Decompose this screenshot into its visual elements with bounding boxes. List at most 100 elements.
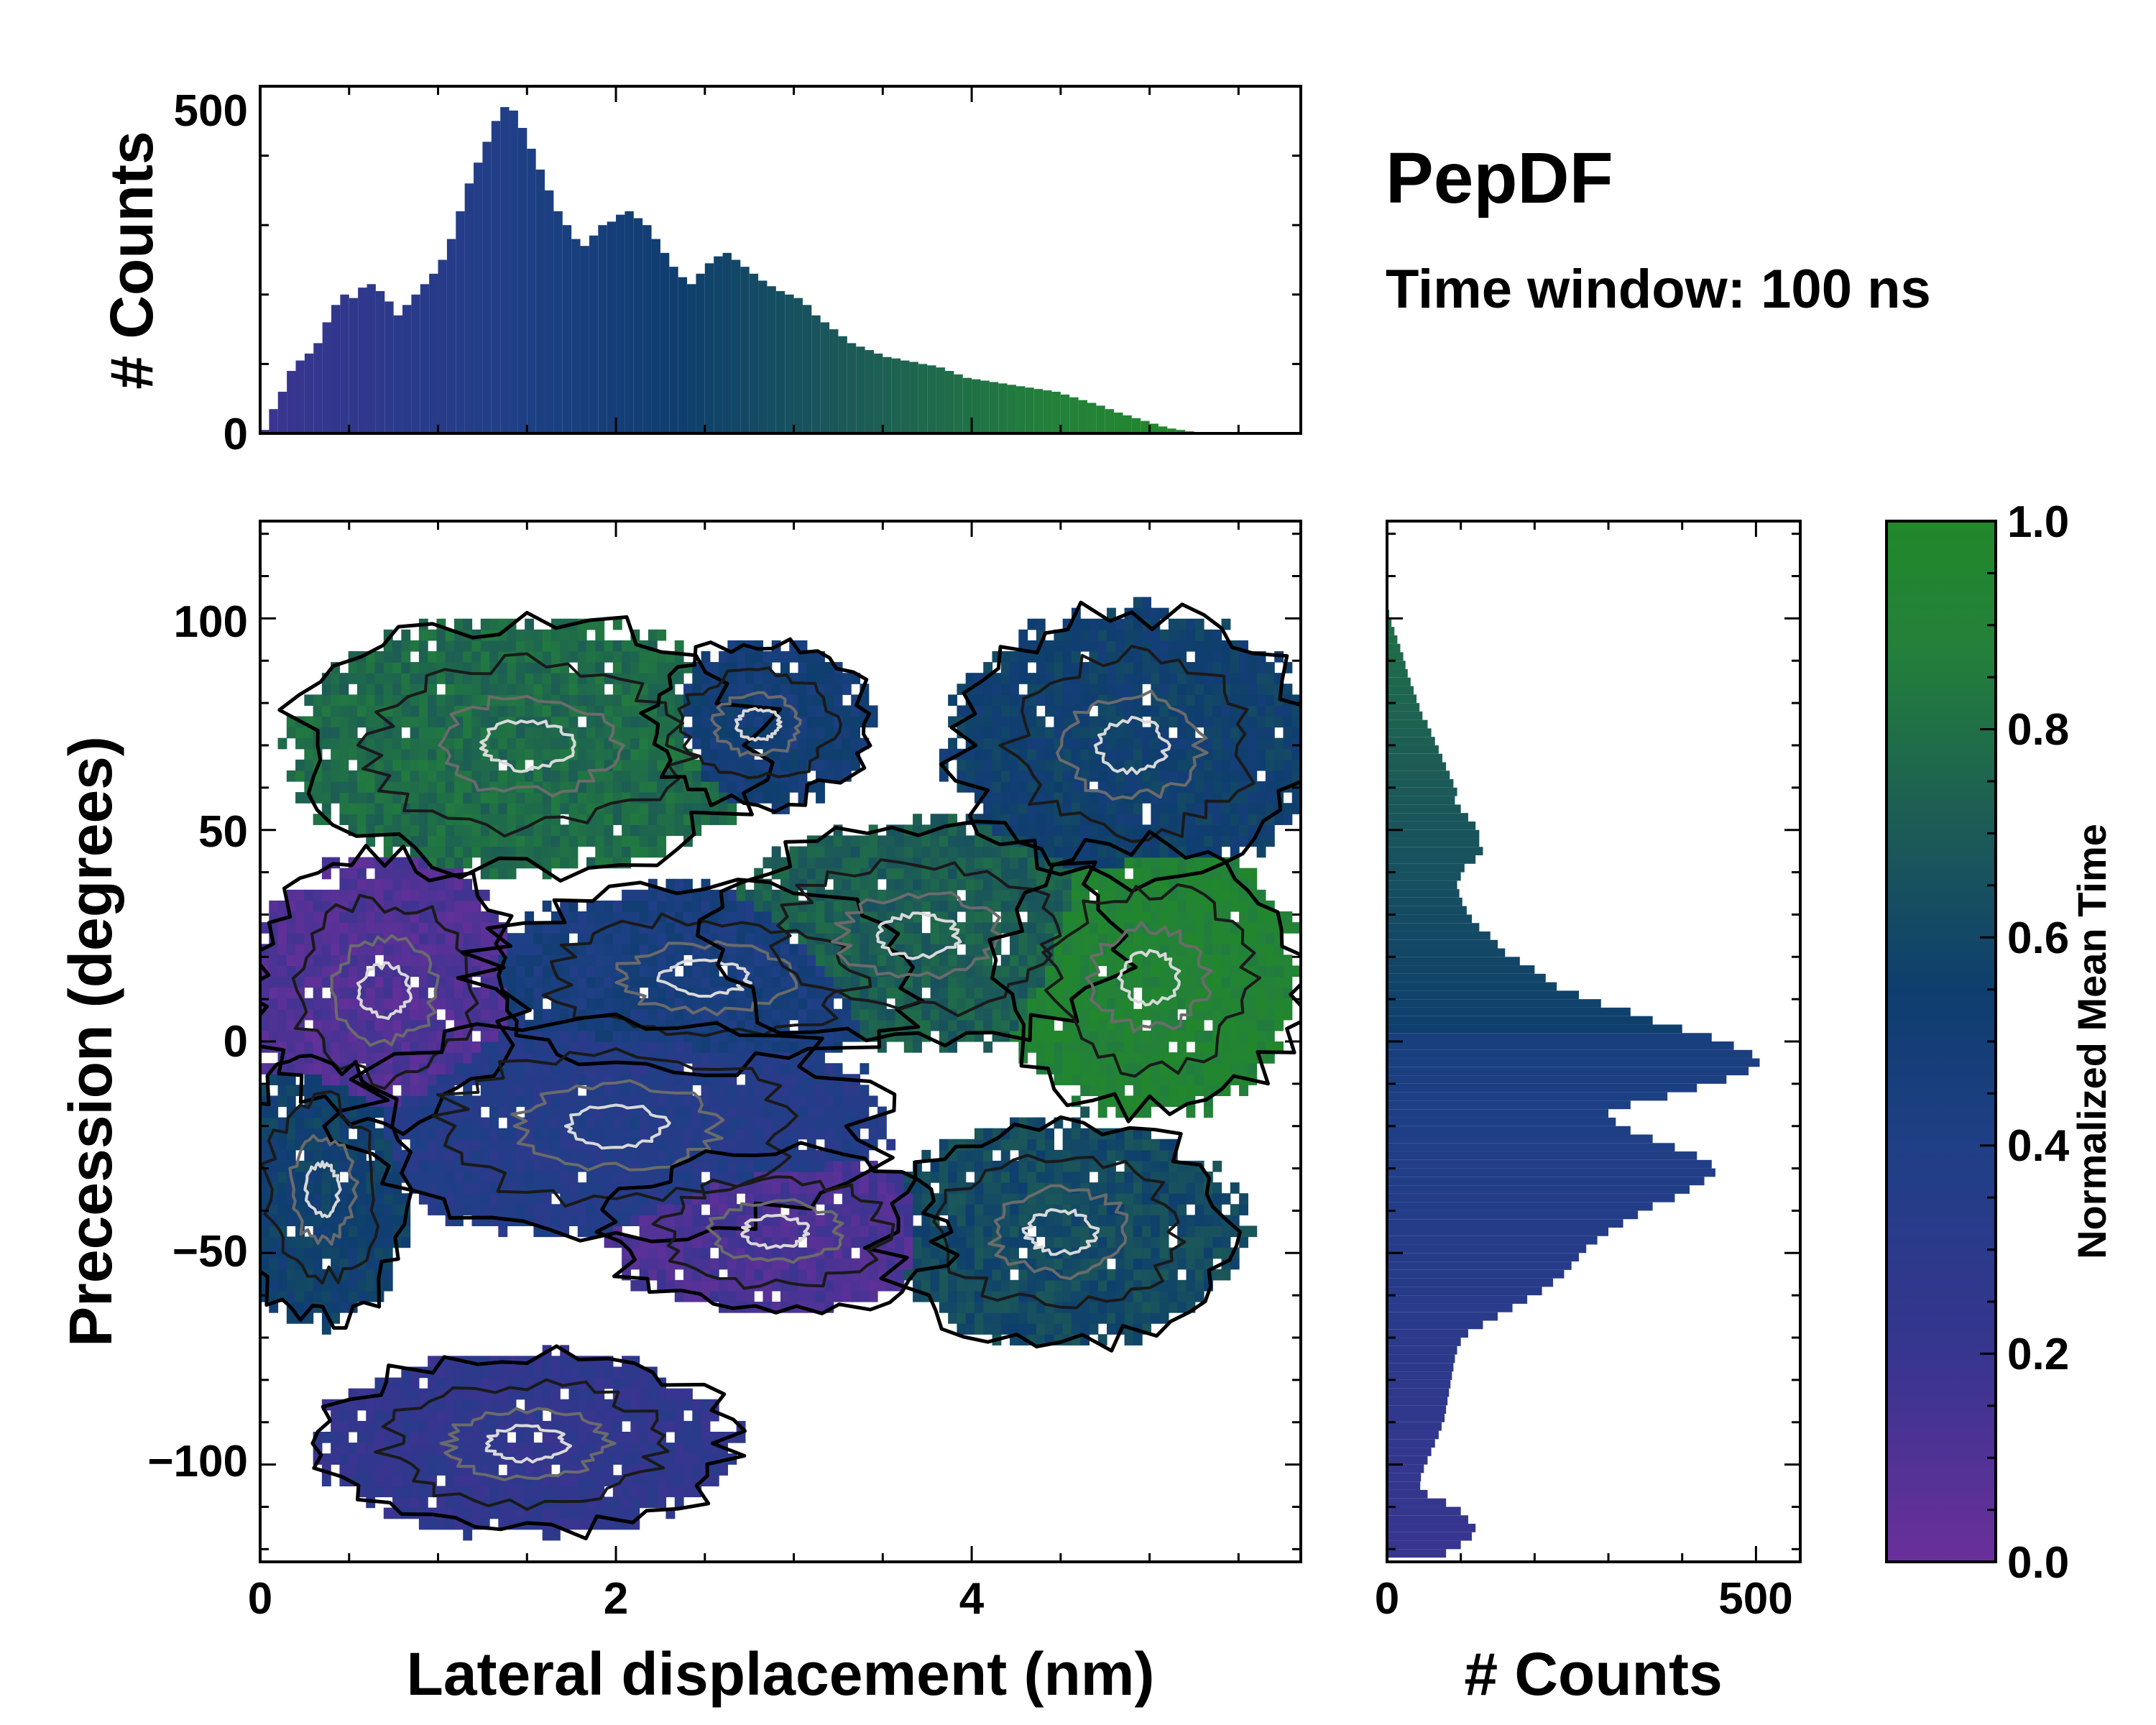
heatmap-cell [630,933,640,944]
heatmap-cell [304,1290,314,1302]
heatmap-cell [939,770,949,782]
top-histogram-bar [660,252,670,433]
heatmap-cell [498,770,508,782]
heatmap-cell [604,1366,614,1379]
heatmap-cell [754,1247,764,1259]
heatmap-cell [356,954,367,967]
heatmap-cell [604,1095,614,1108]
heatmap-cell [736,1106,746,1118]
heatmap-cell [295,1030,305,1042]
heatmap-cell [366,1290,376,1302]
heatmap-cell [736,1269,746,1281]
heatmap-cell [401,737,411,750]
heatmap-cell [295,922,305,934]
heatmap-cell [833,878,843,891]
heatmap-cell [701,1160,711,1172]
heatmap-cell [436,900,446,912]
heatmap-cell [463,1409,473,1422]
heatmap-cell [507,792,517,804]
heatmap-cell [542,1356,552,1368]
heatmap-cell [568,922,579,934]
heatmap-cell [445,857,455,869]
heatmap-cell [550,1074,561,1085]
heatmap-cell [313,954,323,967]
heatmap-cell [568,965,579,978]
heatmap-cell [331,933,341,944]
heatmap-cell [719,803,728,814]
heatmap-cell [428,1063,438,1075]
heatmap-cell [657,1106,667,1118]
heatmap-cell [418,1074,428,1085]
heatmap-cell [903,900,913,912]
heatmap-cell [816,900,825,912]
heatmap-cell [550,911,561,923]
heatmap-cell [515,640,525,652]
heatmap-cell [974,900,984,912]
heatmap-cell [886,900,896,912]
heatmap-cell [533,1117,543,1129]
heatmap-cell [498,1128,508,1140]
heatmap-cell [295,911,305,923]
heatmap-cell [974,846,984,858]
heatmap-cell [568,1420,579,1432]
heatmap-cell [339,1279,349,1292]
heatmap-cell [930,857,940,869]
top-histogram-bar [358,288,367,433]
heatmap-cell [789,1095,799,1108]
heatmap-cell [374,1204,384,1215]
heatmap-cell [612,1443,622,1454]
heatmap-cell [622,1117,631,1129]
heatmap-cell [1000,651,1010,663]
heatmap-cell [383,759,393,771]
heatmap-cell [507,748,517,760]
heatmap-cell [348,868,358,880]
heatmap-cell [348,770,358,782]
heatmap-cell [833,737,843,750]
heatmap-cell [674,1290,684,1302]
heatmap-cell [833,1085,843,1097]
heatmap-cell [851,878,861,891]
heatmap-cell [295,770,305,782]
heatmap-cell [260,1106,270,1118]
heatmap-cell [401,1117,411,1129]
heatmap-cell [489,1388,499,1400]
heatmap-cell [851,1225,861,1238]
heatmap-cell [401,814,411,825]
heatmap-cell [383,1215,393,1227]
heatmap-cell [709,770,719,782]
heatmap-cell [983,662,993,673]
heatmap-cell [895,1182,905,1194]
heatmap-cell [568,640,579,652]
heatmap-cell [533,1486,543,1498]
heatmap-cell [445,1377,455,1389]
heatmap-cell [595,1453,605,1465]
heatmap-cell [436,911,446,923]
heatmap-cell [401,716,411,728]
heatmap-cell [313,976,323,988]
heatmap-cell [754,694,764,707]
heatmap-cell [992,1323,1002,1335]
heatmap-cell [269,1117,279,1129]
heatmap-cell [577,727,587,739]
top-histogram-bar [883,356,892,433]
heatmap-cell [436,1496,446,1509]
heatmap-cell [877,846,887,858]
heatmap-cell [321,1074,331,1085]
heatmap-cell [463,889,473,901]
heatmap-cell [939,1279,949,1292]
heatmap-cell [418,629,428,641]
heatmap-cell [331,911,341,923]
heatmap-cell [586,976,596,988]
heatmap-cell [965,1149,975,1162]
heatmap-cell [515,1074,525,1085]
heatmap-cell [321,705,331,717]
heatmap-cell [515,835,525,847]
heatmap-cell [568,1464,579,1476]
heatmap-cell [525,705,535,717]
heatmap-cell [957,954,967,967]
heatmap-cell [736,1236,746,1248]
heatmap-cell [498,1041,508,1053]
heatmap-cell [604,944,614,955]
heatmap-cell [665,933,676,944]
heatmap-cell [436,1518,446,1530]
